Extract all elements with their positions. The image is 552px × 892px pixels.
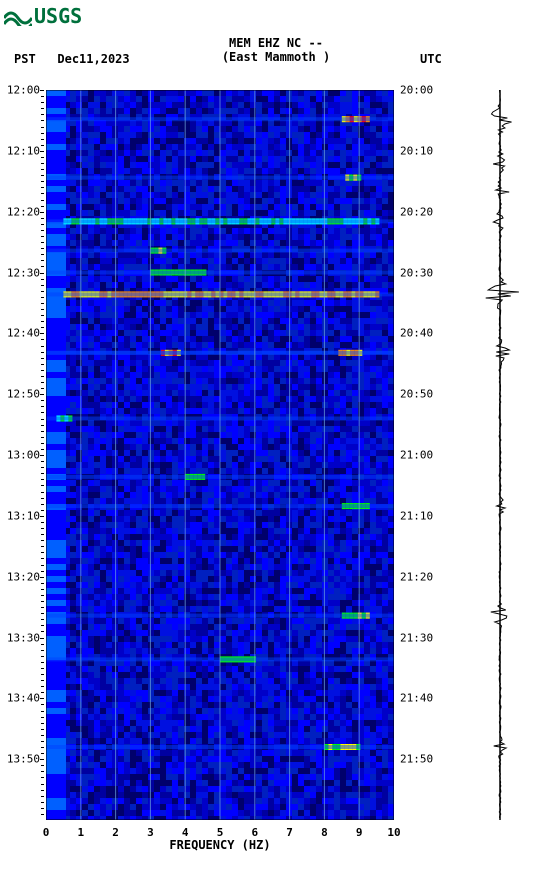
usgs-wave-icon xyxy=(4,6,32,26)
spectrogram-svg xyxy=(46,90,394,820)
ytick-label: 20:00 xyxy=(400,84,433,97)
ytick-label: 12:00 xyxy=(7,84,40,97)
ytick-label: 21:50 xyxy=(400,753,433,766)
ytick-label: 12:10 xyxy=(7,144,40,157)
ytick-label: 21:20 xyxy=(400,570,433,583)
ytick-label: 20:30 xyxy=(400,266,433,279)
spectrogram-plot xyxy=(46,90,394,820)
ytick-label: 21:10 xyxy=(400,509,433,522)
ytick-label: 20:20 xyxy=(400,205,433,218)
ytick-label: 20:10 xyxy=(400,144,433,157)
title-line1: MEM EHZ NC -- xyxy=(0,36,552,50)
ytick-label: 13:40 xyxy=(7,692,40,705)
ytick-label: 13:50 xyxy=(7,753,40,766)
ytick-label: 13:00 xyxy=(7,449,40,462)
ytick-label: 21:40 xyxy=(400,692,433,705)
ytick-label: 13:10 xyxy=(7,509,40,522)
ytick-label: 12:20 xyxy=(7,205,40,218)
ytick-label: 21:30 xyxy=(400,631,433,644)
ytick-label: 21:00 xyxy=(400,449,433,462)
ytick-label: 13:20 xyxy=(7,570,40,583)
ytick-label: 13:30 xyxy=(7,631,40,644)
logo-text: USGS xyxy=(34,4,82,28)
ytick-label: 12:40 xyxy=(7,327,40,340)
usgs-logo: USGS xyxy=(4,4,82,28)
ytick-label: 12:50 xyxy=(7,388,40,401)
tz-left: PST xyxy=(14,52,36,66)
seismogram-svg xyxy=(460,90,540,820)
x-axis-label: FREQUENCY (HZ) xyxy=(46,838,394,852)
ytick-label: 20:50 xyxy=(400,388,433,401)
date-label: Dec11,2023 xyxy=(57,52,129,66)
ytick-label: 20:40 xyxy=(400,327,433,340)
y-axis-right: 20:0020:1020:2020:3020:4020:5021:0021:10… xyxy=(396,90,440,820)
header-left: PST Dec11,2023 xyxy=(14,52,130,66)
seismogram-trace xyxy=(460,90,540,820)
ytick-label: 12:30 xyxy=(7,266,40,279)
y-axis-left: 12:0012:1012:2012:3012:4012:5013:0013:10… xyxy=(0,90,44,820)
tz-right: UTC xyxy=(420,52,442,66)
